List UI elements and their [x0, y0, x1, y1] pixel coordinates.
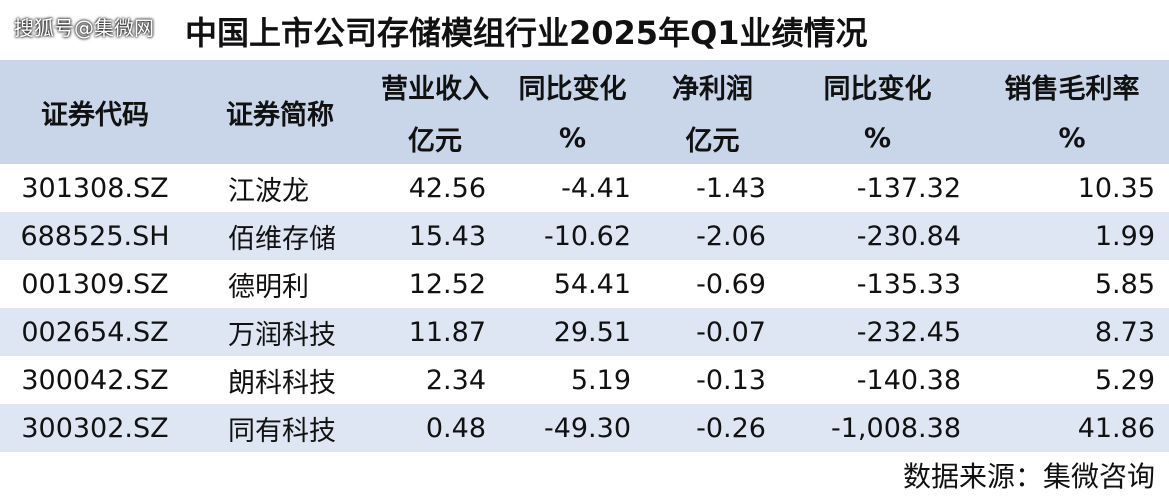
source: 数据来源：集微咨询	[902, 460, 1155, 493]
table-cell: 29.51	[500, 308, 645, 356]
table-row: 688525.SH 佰维存储 15.43 -10.62 -2.06 -230.84 1.99	[0, 212, 1169, 260]
table-cell: 12.52	[408, 268, 486, 300]
table-cell: 688525.SH	[0, 212, 190, 260]
header-unit: 亿元	[645, 112, 780, 164]
table-cell: 15.43	[370, 212, 500, 260]
header-cell: 证券简称	[190, 60, 370, 164]
table-row: 300042.SZ 朗科科技 2.34 5.19 -0.13 -140.38 5.29	[0, 356, 1169, 404]
table-cell: 5.29	[1094, 364, 1155, 396]
table-cell: -1.43	[696, 172, 766, 204]
header-cell: 营业收入	[370, 60, 500, 112]
table-cell: 54.41	[553, 268, 631, 300]
table-cell: 10.35	[1077, 172, 1155, 204]
table-cell: 002654.SZ	[0, 308, 190, 356]
table-cell: 2.34	[425, 364, 486, 396]
table-cell: 朗科科技	[228, 367, 336, 399]
table-cell: -1,008.38	[780, 404, 975, 452]
header-row: 证券代码 证券简称 营业收入 同比变化 净利润 同比变化 销售毛利率	[0, 60, 1169, 164]
header-unit: %	[500, 112, 645, 164]
table-cell: 001309.SZ	[21, 268, 169, 300]
header-cell: 净利润	[645, 60, 780, 112]
title: 中国上市公司存储模组行业2025年Q1业绩情况	[185, 14, 868, 52]
header-unit: %	[975, 112, 1169, 164]
table-cell: 万润科技	[190, 308, 370, 356]
header-unit: %	[780, 112, 975, 164]
table-cell: 德明利	[228, 271, 309, 303]
table-cell: 8.73	[975, 308, 1169, 356]
table-cell: 300042.SZ	[21, 364, 169, 396]
table-row: 001309.SZ 德明利 12.52 54.41 -0.69 -135.33 5.85	[0, 260, 1169, 308]
table-cell: -2.06	[645, 212, 780, 260]
header-cell: 销售毛利率	[975, 60, 1169, 112]
table-cell: -137.32	[856, 172, 961, 204]
table: 证券代码 证券简称 营业收入 同比变化 净利润 同比变化 销售毛利率 亿元% 亿元%% 3013…	[0, 60, 1169, 452]
table-header: 证券代码 证券简称 营业收入 同比变化 净利润 同比变化 销售毛利率 亿元% 亿元%%	[0, 60, 1169, 164]
table-cell: -232.45	[780, 308, 975, 356]
table-cell: 301308.SZ	[21, 172, 169, 204]
table-row: 300302.SZ 同有科技 0.48 -49.30 -0.26 -1,008.38 41.…	[0, 404, 1169, 452]
header-row: 亿元% 亿元%%	[0, 112, 1169, 164]
table-cell: -10.62	[500, 212, 645, 260]
table-cell: 1.99	[975, 212, 1169, 260]
table-cell: -230.84	[780, 212, 975, 260]
header-cell: 证券代码	[0, 60, 190, 164]
watermark: 搜狐号@集微网	[14, 16, 154, 40]
table-cell: 11.87	[370, 308, 500, 356]
table-cell: -135.33	[856, 268, 961, 300]
table-cell: -4.41	[561, 172, 631, 204]
table-cell: 5.19	[570, 364, 631, 396]
table-cell: -0.07	[645, 308, 780, 356]
table-cell: 300302.SZ	[0, 404, 190, 452]
header-unit: 亿元	[370, 112, 500, 164]
table-row: 301308.SZ 江波龙 42.56 -4.41 -1.43 -137.32 10.35	[0, 164, 1169, 212]
table-cell: 江波龙	[228, 175, 309, 207]
table-cell: -49.30	[500, 404, 645, 452]
table-cell: 5.85	[1094, 268, 1155, 300]
table-cell: -0.13	[696, 364, 766, 396]
header-cell: 同比变化	[780, 60, 975, 112]
header-cell: 同比变化	[500, 60, 645, 112]
table-cell: 同有科技	[190, 404, 370, 452]
table-cell: 0.48	[370, 404, 500, 452]
table-cell: 佰维存储	[190, 212, 370, 260]
table-cell: 41.86	[975, 404, 1169, 452]
table-cell: 42.56	[408, 172, 486, 204]
table-row: 002654.SZ 万润科技 11.87 29.51 -0.07 -232.45 8.73	[0, 308, 1169, 356]
table-body: 301308.SZ 江波龙 42.56 -4.41 -1.43 -137.32 10.35 6…	[0, 164, 1169, 452]
table-cell: -0.69	[696, 268, 766, 300]
table-cell: -140.38	[856, 364, 961, 396]
table-cell: -0.26	[645, 404, 780, 452]
